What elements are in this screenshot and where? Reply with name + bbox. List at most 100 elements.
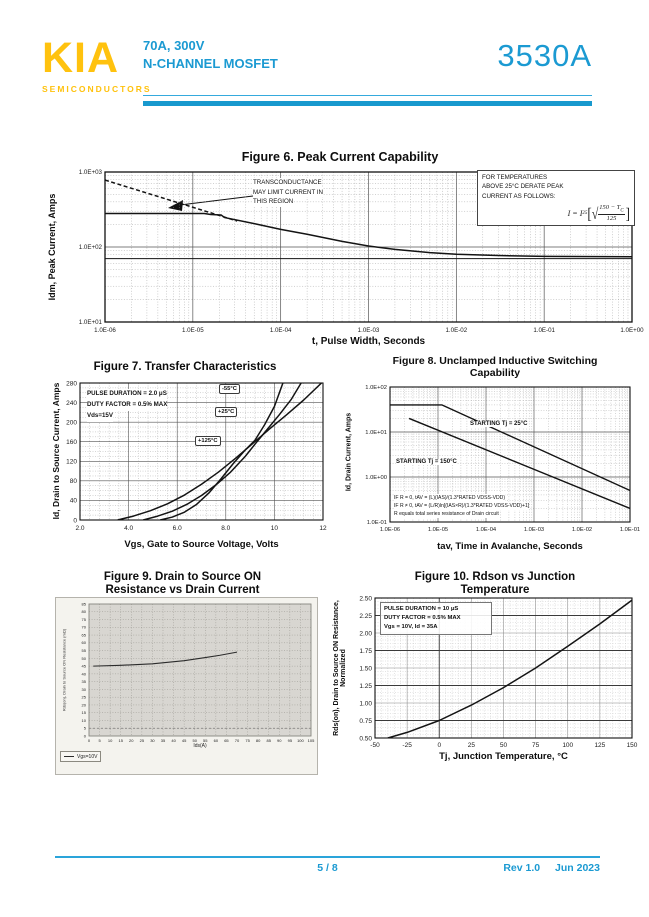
revision-label: Rev 1.0 [503,862,541,874]
x-tick-label: 6.0 [173,525,182,532]
x-tick-label: 10 [271,525,279,532]
y-tick-label: 2.00 [359,630,372,637]
y-tick-label: 1.25 [359,683,372,690]
plot-border [104,171,633,323]
x-tick-label: 1.0E-05 [182,327,204,334]
y-tick-label: 80 [82,609,87,614]
legend-line-marker [64,756,74,757]
x-tick-label: 30 [150,738,155,743]
legend-label: Vgs=10V [77,753,98,760]
y-tick-label: 65 [82,632,87,637]
x-tick-label: 90 [277,738,282,743]
formula-open-bracket: [ [587,203,592,223]
y-tick-label: 40 [70,498,78,505]
x-tick-label: 1.0E-05 [428,527,448,533]
x-tick-label: 1.0E-01 [533,327,555,334]
y-tick-label: 120 [66,459,77,466]
x-tick-label: 20 [129,738,134,743]
formula-prefix-sub: 25 [582,210,588,216]
x-tick-label: 55 [203,738,208,743]
y-tick-label: 1.75 [359,648,372,655]
fig9-legend: Vgs=10V [60,751,102,762]
derate-note-line: ABOVE 25°C DERATE PEAK [482,183,564,191]
y-tick-label: 35 [82,679,87,684]
fig9-title-line2: Resistance vs Drain Current [105,583,260,596]
y-tick-label: 1.00 [359,700,372,707]
plot-border [88,603,312,737]
x-tick-label: 95 [288,738,293,743]
condition-line: Vds=15V [87,410,113,422]
y-tick-label: 1.0E+00 [365,475,387,481]
formula-denominator: 125 [606,215,617,223]
kia-logo: KIA [42,34,120,82]
y-tick-label: 240 [66,400,77,407]
y-tick-label: 0 [84,733,87,738]
fig10-y-title-line1: Rds(on), Drain to Source ON Resistance, [333,600,340,736]
fig8-note-line: IF R ≠ 0, tAV = (L/R)ln[(IAS×R)/(1.3*RAT… [394,502,530,511]
y-tick-label: 10 [82,718,87,723]
fig10-y-axis-title: Rds(on), Drain to Source ON Resistance, … [333,600,347,736]
plot-border [374,597,633,739]
fig9-y-axis-title: Rds(on), Drain to Source ON Resistance (… [61,628,67,712]
y-tick-label: 0.75 [359,718,372,725]
condition-line: DUTY FACTOR = 0.5% MAX [87,399,168,411]
header-rule-thin [143,95,592,96]
curve-label-plus25: +25°C [215,407,238,417]
fig8-title: Figure 8. Unclamped Inductive Switching … [345,355,645,380]
x-tick-label: 1.0E-06 [380,527,400,533]
x-tick-label: 1.0E-01 [620,527,640,533]
x-tick-label: 65 [224,738,229,743]
x-tick-label: 50 [192,738,197,743]
y-tick-label: 25 [82,695,87,700]
series-normalized-rdson [387,599,633,739]
annotation-arrow-line [179,195,254,206]
region-note-line: THIS REGION [253,197,294,207]
footer-rule [55,856,600,858]
x-tick-label: 100 [297,738,304,743]
x-tick-label: 2.0 [75,525,84,532]
x-tick-label: 1.0E-06 [94,327,116,334]
x-tick-label: 1.0E+00 [620,327,644,334]
y-tick-label: 1.50 [359,665,372,672]
annotation-arrow-head [168,200,183,211]
header-rule-thick [143,101,592,106]
y-tick-label: 70 [82,625,87,630]
x-tick-label: 80 [256,738,261,743]
x-tick-label: 45 [182,738,187,743]
y-tick-label: 80 [70,478,78,485]
plot-border [389,386,631,523]
curve-label-minus55: -55°C [219,384,240,394]
fig8-y-axis-title: Id, Drain Current, Amps [345,412,353,492]
fig10-y-title-line2: Normalized [340,649,347,687]
fig8-notes: IF R = 0, tAV = (L)(IAS)/(1.3*RATED VDSS… [394,494,530,519]
fig9-title-line1: Figure 9. Drain to Source ON [103,571,262,583]
y-tick-label: 0.50 [359,735,372,742]
part-number: 3530A [497,38,592,73]
fig8-label-tj25: STARTING Tj = 25°C [470,421,528,427]
y-tick-label: 1.0E-01 [367,520,387,526]
formula-fraction: 150 − TC 125 [598,204,625,223]
formula-radical: √ [591,204,599,223]
fig8-note-line: R equals total series resistance of Drai… [394,510,499,519]
y-tick-label: 40 [82,671,87,676]
curve-label-plus125: +125°C [195,436,221,446]
fig10-title-line1: Figure 10. Rdson vs Junction [414,571,576,583]
y-tick-label: 5 [84,726,87,731]
fig8-label-tj150: STARTING Tj = 150°C [396,459,457,465]
x-tick-label: 75 [245,738,250,743]
device-rating: 70A, 300V [143,38,205,53]
fig7-conditions: PULSE DURATION = 2.0 μS DUTY FACTOR = 0.… [87,389,168,422]
fig10-x-axis-title: Tj, Junction Temperature, °C [439,751,568,762]
fig10-conditions: PULSE DURATION = 10 μS DUTY FACTOR = 0.5… [380,602,492,636]
fig10-title: Figure 10. Rdson vs Junction Temperature [345,571,645,597]
x-tick-label: 0 [88,738,91,743]
fig9-chart-frame: 0 5 10 15 20 25 30 35 40 45 50 55 60 65 70 75 80 85 90 95 10… [55,597,318,775]
x-tick-label: 1.0E-02 [445,327,467,334]
y-tick-label: 45 [82,664,87,669]
x-tick-label: -25 [402,742,412,749]
fig8-title-line2: Capability [469,366,521,379]
x-tick-label: 8.0 [221,525,230,532]
plot-background [89,604,311,736]
